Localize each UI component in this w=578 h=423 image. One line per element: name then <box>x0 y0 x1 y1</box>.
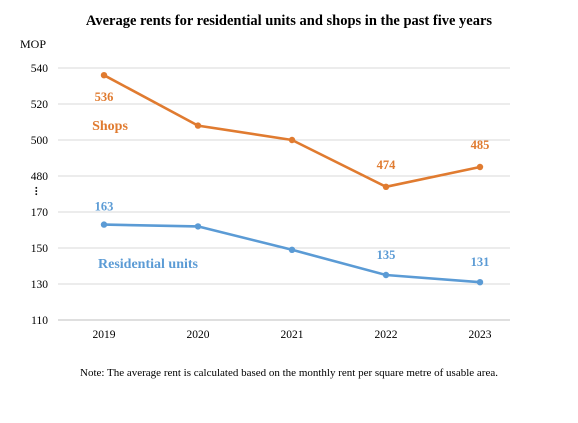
data-point <box>382 271 390 279</box>
data-label: 131 <box>471 255 490 269</box>
x-tick-label: 2022 <box>375 329 398 341</box>
chart-title: Average rents for residential units and … <box>86 13 492 29</box>
data-point <box>288 246 296 253</box>
data-point <box>382 183 390 190</box>
data-point <box>100 221 108 228</box>
x-tick-label: 2021 <box>281 329 304 341</box>
x-tick-label: 2019 <box>93 329 116 341</box>
data-label: 135 <box>377 248 396 262</box>
series-line <box>103 223 481 284</box>
footnote: Note: The average rent is calculated bas… <box>80 367 498 379</box>
data-point <box>288 136 296 144</box>
y-unit-label: MOP <box>20 37 46 51</box>
x-axis-ticks: 2019 2020 2021 2022 2023 <box>93 329 492 341</box>
y-tick-label: 130 <box>31 279 49 291</box>
data-label: 474 <box>377 158 397 172</box>
y-tick-label: 170 <box>31 207 49 219</box>
y-tick-label: 480 <box>31 171 49 183</box>
data-point <box>100 72 108 79</box>
data-point <box>194 122 202 129</box>
data-label: 536 <box>95 90 114 104</box>
series-name-label: Shops <box>92 119 128 134</box>
data-point <box>476 279 484 286</box>
axis-break-marker: ⠇ <box>34 186 42 199</box>
y-tick-label: 540 <box>31 63 49 75</box>
y-axis-ticks: 540 520 500 480 170 150 130 110 <box>31 63 49 327</box>
gridlines <box>58 67 510 321</box>
x-tick-label: 2023 <box>469 329 492 341</box>
y-tick-label: 150 <box>31 243 49 255</box>
data-label: 485 <box>471 138 490 152</box>
series-line <box>103 74 481 189</box>
y-tick-label: 110 <box>31 315 48 327</box>
series-layer: 536 474 485 Shops 163 135 131 Residential units <box>92 72 490 286</box>
data-point <box>194 223 202 230</box>
series-name-label: Residential units <box>98 257 199 272</box>
data-label: 163 <box>95 200 114 214</box>
x-tick-label: 2020 <box>187 329 210 341</box>
y-tick-label: 500 <box>31 135 49 147</box>
data-point <box>476 163 484 171</box>
y-tick-label: 520 <box>31 99 49 111</box>
